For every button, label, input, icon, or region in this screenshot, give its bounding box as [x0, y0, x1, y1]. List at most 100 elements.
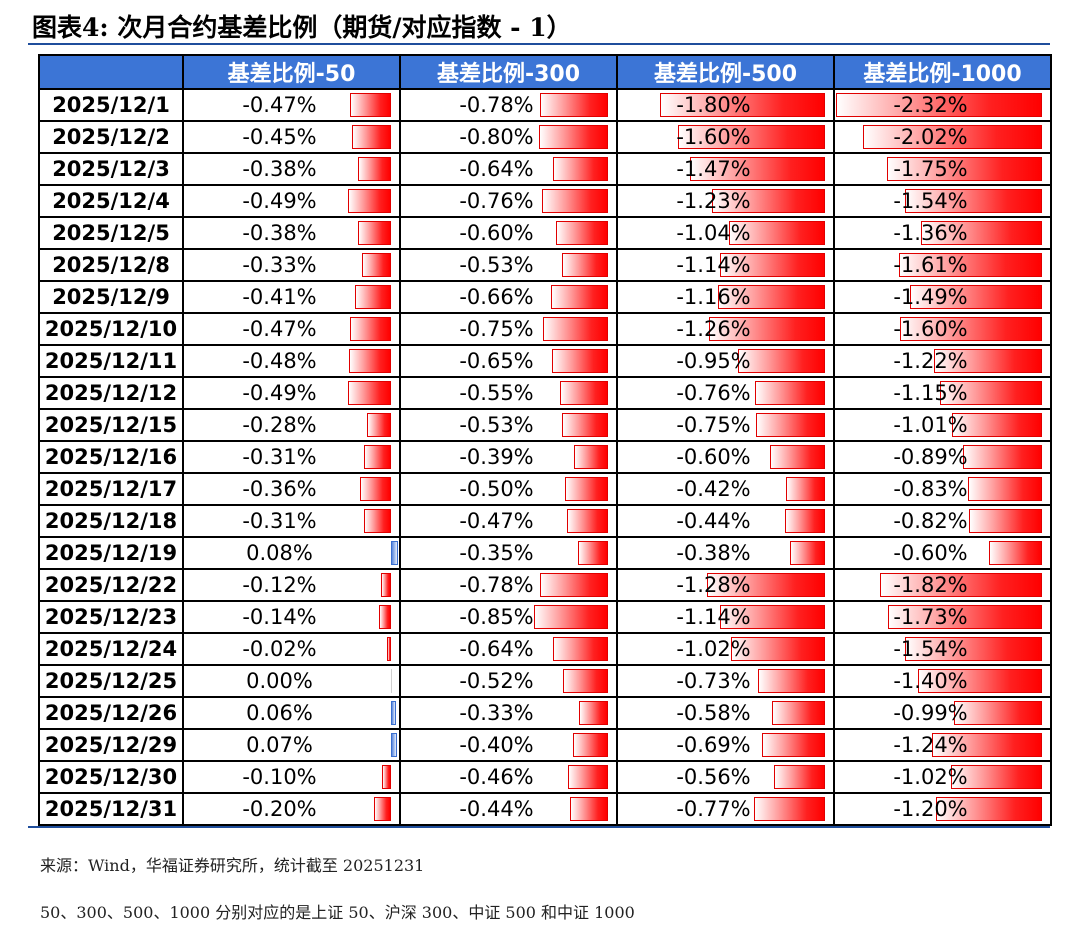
value-text: -0.35% — [459, 541, 534, 565]
positive-databar — [391, 541, 398, 565]
value-cell: -0.55% — [399, 376, 618, 410]
value-cell: -0.56% — [616, 760, 835, 794]
value-text: -1.22% — [893, 349, 968, 373]
negative-databar — [564, 477, 608, 501]
value-text: -1.75% — [893, 157, 968, 181]
value-text: -0.44% — [676, 509, 751, 533]
index-note: 50、300、500、1000 分别对应的是上证 50、沪深 300、中证 50… — [40, 903, 635, 922]
value-cell: -0.75% — [399, 312, 618, 346]
value-text: -0.60% — [893, 541, 968, 565]
value-text: -0.50% — [459, 477, 534, 501]
date-cell: 2025/12/31 — [38, 792, 184, 826]
negative-databar — [899, 253, 1042, 277]
negative-databar — [550, 285, 608, 309]
positive-databar — [391, 701, 397, 725]
value-text: -1.47% — [676, 157, 751, 181]
negative-databar — [729, 221, 825, 245]
table-body: 2025/12/1 -0.47% -0.78% -1.80% -2.32% 2025/12… — [38, 88, 1052, 826]
value-text: -1.40% — [893, 669, 968, 693]
table-row: 2025/12/10 -0.47% -0.75% -1.26% -1.60% — [38, 312, 1052, 346]
value-text: -2.32% — [893, 93, 968, 117]
negative-databar — [711, 189, 825, 213]
negative-databar — [755, 381, 825, 405]
value-cell: 0.08% — [182, 536, 401, 570]
value-cell: -0.02% — [182, 632, 401, 666]
negative-databar — [574, 445, 608, 469]
negative-databar — [348, 381, 391, 405]
value-text: -1.15% — [893, 381, 968, 405]
negative-databar — [707, 573, 825, 597]
negative-databar — [363, 445, 391, 469]
value-text: -1.23% — [676, 189, 751, 213]
value-text: -0.38% — [676, 541, 751, 565]
value-cell: -0.42% — [616, 472, 835, 506]
negative-databar — [380, 573, 391, 597]
value-cell: -1.60% — [616, 120, 835, 154]
value-cell: -0.85% — [399, 600, 618, 634]
value-cell: -0.35% — [399, 536, 618, 570]
value-cell: 0.07% — [182, 728, 401, 762]
value-cell: -0.36% — [182, 472, 401, 506]
value-cell: -1.14% — [616, 248, 835, 282]
value-cell: -1.60% — [833, 312, 1052, 346]
negative-databar — [939, 381, 1042, 405]
negative-databar — [357, 157, 391, 181]
negative-databar — [709, 317, 825, 341]
date-cell: 2025/12/11 — [38, 344, 184, 378]
value-cell: -0.65% — [399, 344, 618, 378]
table-row: 2025/12/1 -0.47% -0.78% -1.80% -2.32% — [38, 88, 1052, 122]
negative-databar — [362, 253, 391, 277]
value-text: -1.20% — [893, 797, 968, 821]
table-row: 2025/12/26 0.06% -0.33% -0.58% -0.99% — [38, 696, 1052, 730]
negative-databar — [551, 349, 608, 373]
value-cell: -2.02% — [833, 120, 1052, 154]
value-cell: -1.02% — [833, 760, 1052, 794]
value-cell: -0.47% — [182, 312, 401, 346]
negative-databar — [348, 189, 391, 213]
value-text: -0.28% — [242, 413, 317, 437]
value-text: -1.61% — [893, 253, 968, 277]
negative-databar — [540, 93, 608, 117]
value-cell: -1.24% — [833, 728, 1052, 762]
negative-databar — [349, 317, 391, 341]
value-cell: -2.32% — [833, 88, 1052, 122]
value-cell: -0.48% — [182, 344, 401, 378]
value-cell: -0.80% — [399, 120, 618, 154]
negative-databar — [935, 797, 1042, 821]
value-text: -0.12% — [242, 573, 317, 597]
value-cell: -0.44% — [616, 504, 835, 538]
value-text: -0.78% — [459, 93, 534, 117]
table-row: 2025/12/19 0.08% -0.35% -0.38% -0.60% — [38, 536, 1052, 570]
value-cell: -0.60% — [616, 440, 835, 474]
value-text: -0.36% — [242, 477, 317, 501]
value-cell: -0.12% — [182, 568, 401, 602]
table-row: 2025/12/16 -0.31% -0.39% -0.60% -0.89% — [38, 440, 1052, 474]
table-row: 2025/12/8 -0.33% -0.53% -1.14% -1.61% — [38, 248, 1052, 282]
date-cell: 2025/12/4 — [38, 184, 184, 218]
value-cell: -0.20% — [182, 792, 401, 826]
value-text: -0.41% — [242, 285, 317, 309]
value-cell: -0.78% — [399, 568, 618, 602]
value-cell: -0.38% — [182, 216, 401, 250]
value-text: -0.52% — [459, 669, 534, 693]
negative-databar — [790, 541, 825, 565]
value-cell: -1.36% — [833, 216, 1052, 250]
date-cell: 2025/12/1 — [38, 88, 184, 122]
table-row: 2025/12/29 0.07% -0.40% -0.69% -1.24% — [38, 728, 1052, 762]
negative-databar — [862, 125, 1042, 149]
table-row: 2025/12/31 -0.20% -0.44% -0.77% -1.20% — [38, 792, 1052, 826]
value-text: -0.69% — [676, 733, 751, 757]
value-cell: -1.80% — [616, 88, 835, 122]
table-row: 2025/12/12 -0.49% -0.55% -0.76% -1.15% — [38, 376, 1052, 410]
date-cell: 2025/12/30 — [38, 760, 184, 794]
value-text: -0.80% — [459, 125, 534, 149]
value-text: -0.66% — [459, 285, 534, 309]
negative-databar — [579, 701, 608, 725]
negative-databar — [562, 413, 608, 437]
value-cell: -0.52% — [399, 664, 618, 698]
table-row: 2025/12/18 -0.31% -0.47% -0.44% -0.82% — [38, 504, 1052, 538]
value-text: -0.77% — [676, 797, 751, 821]
value-text: -1.82% — [893, 573, 968, 597]
value-cell: -1.82% — [833, 568, 1052, 602]
value-text: -1.60% — [676, 125, 751, 149]
